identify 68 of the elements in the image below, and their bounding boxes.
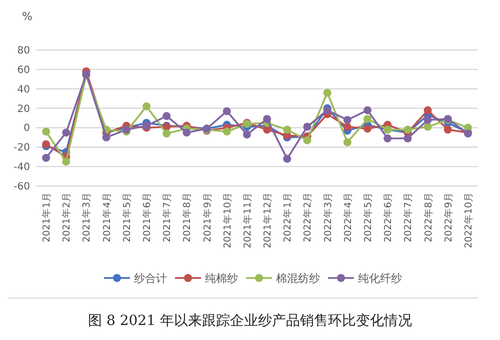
x-tick-label: 2022年7月: [402, 192, 414, 242]
point: [384, 134, 392, 142]
point: [283, 126, 292, 134]
x-tick-label: 2021年12月: [262, 192, 274, 248]
y-tick-label: 60: [17, 64, 30, 76]
point: [263, 114, 272, 123]
x-tick-label: 2021年1月: [40, 192, 53, 242]
x-tick-label: 2022年9月: [442, 192, 454, 242]
point: [364, 106, 372, 114]
point: [424, 106, 432, 114]
x-tick-label: 2021年10月: [221, 192, 234, 248]
point: [222, 128, 231, 136]
point: [303, 122, 312, 131]
y-tick-label: 20: [17, 104, 30, 115]
y-tick-label: -60: [14, 182, 30, 192]
point: [162, 112, 171, 120]
point: [424, 116, 432, 124]
point: [222, 107, 231, 116]
point: [343, 122, 352, 131]
x-tick-label: 2021年9月: [201, 192, 214, 242]
point: [42, 154, 50, 162]
x-tick-label: 2022年2月: [302, 192, 314, 242]
y-tick-label: 0: [24, 123, 30, 134]
point: [62, 158, 70, 166]
x-tick-label: 2022年10月: [462, 192, 474, 248]
x-tick-label: 2021年4月: [100, 192, 113, 242]
legend-label: 棉混纺纱: [276, 272, 320, 285]
legend-label: 纯棉纱: [205, 272, 238, 285]
text: 图 8 2021 年以来跟踪企业纱产品销售环比变化情况: [88, 313, 412, 329]
x-tick-label: 2022年5月: [362, 192, 374, 242]
x-tick-label: 2021年7月: [161, 192, 174, 242]
point: [162, 130, 171, 138]
x-tick-label: 2021年11月: [241, 192, 254, 248]
point: [404, 126, 412, 134]
point: [263, 126, 272, 134]
point: [242, 130, 251, 139]
x-tick-label: 2022年3月: [322, 192, 334, 242]
x-tick-label: 2022年4月: [342, 192, 354, 242]
legend-label: 纯化纤纱: [358, 272, 402, 285]
y-tick-label: 40: [17, 84, 30, 96]
point: [142, 102, 150, 110]
point: [424, 122, 432, 131]
legend-label: 纱合计: [134, 272, 167, 285]
point: [62, 128, 70, 137]
x-tick-label: 2022年8月: [422, 192, 434, 242]
x-tick-label: 2021年6月: [141, 192, 153, 242]
point: [444, 126, 452, 134]
y-tick-label: -40: [14, 162, 30, 174]
y-axis-title: %: [22, 10, 32, 23]
x-tick-label: 2021年3月: [80, 192, 93, 242]
point: [364, 114, 372, 123]
point: [182, 128, 191, 137]
point: [364, 124, 372, 133]
y-tick-label: -20: [14, 142, 30, 154]
point: [102, 133, 110, 142]
point: [42, 128, 50, 136]
point: [404, 134, 412, 142]
x-tick-label: 2022年1月: [282, 192, 294, 242]
y-tick-label: 80: [17, 46, 30, 56]
point: [343, 138, 352, 146]
x-tick-label: 2021年5月: [120, 192, 133, 242]
x-tick-label: 2021年8月: [181, 192, 194, 242]
x-tick-label: 2022年6月: [382, 192, 394, 242]
point: [283, 154, 292, 163]
point: [323, 88, 332, 97]
point: [343, 116, 352, 124]
x-tick-label: 2021年2月: [60, 192, 73, 242]
point: [303, 136, 312, 144]
